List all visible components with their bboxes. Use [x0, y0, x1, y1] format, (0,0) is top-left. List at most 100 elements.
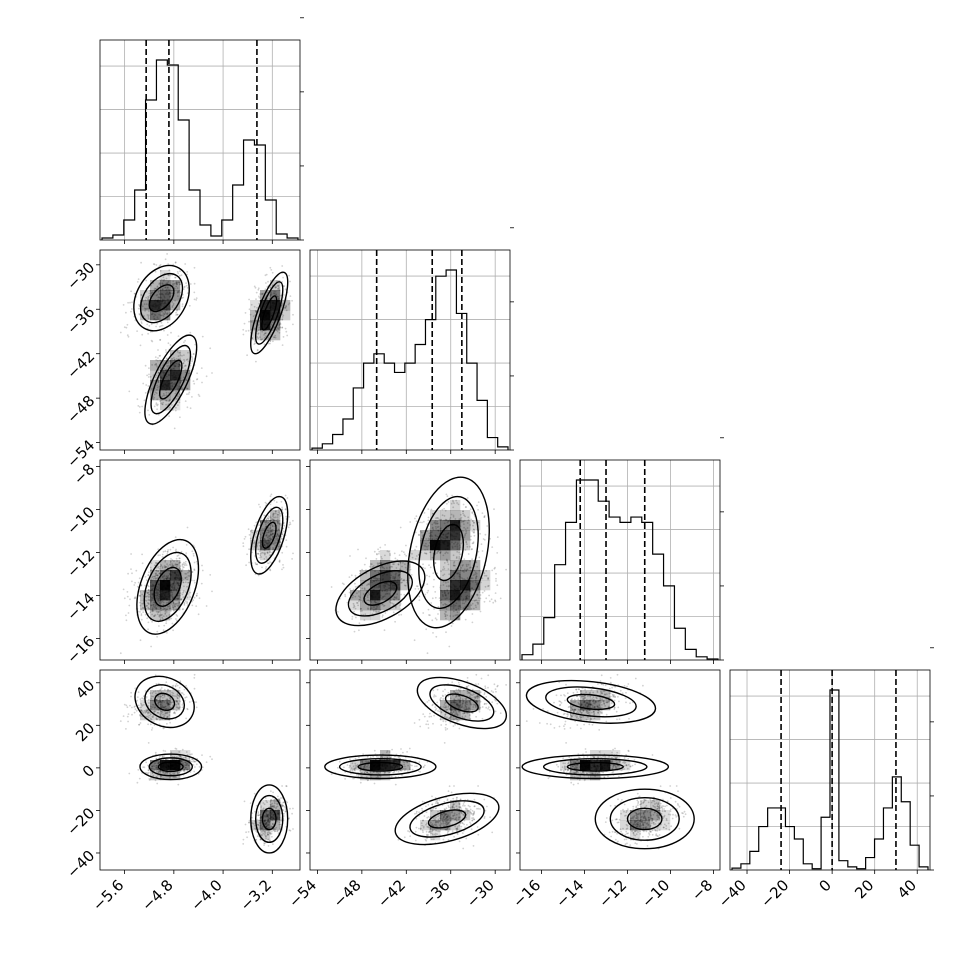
sample-point	[271, 321, 274, 324]
sample-point	[375, 611, 378, 613]
sample-point	[147, 621, 150, 624]
sample-point	[271, 535, 274, 538]
sample-point	[137, 278, 140, 281]
sample-point	[170, 382, 173, 384]
sample-point	[398, 589, 401, 591]
sample-point	[445, 631, 447, 634]
sample-point	[269, 551, 271, 553]
sample-point	[145, 307, 148, 310]
sample-point	[442, 595, 444, 597]
sample-point	[159, 602, 161, 605]
sample-point	[173, 764, 176, 766]
sample-point	[389, 553, 391, 555]
sample-point	[171, 583, 174, 586]
sample-point	[126, 323, 129, 326]
sample-point	[140, 614, 143, 617]
sample-point	[184, 696, 187, 699]
sample-point	[451, 538, 454, 541]
sample-point	[153, 289, 156, 291]
sample-point	[381, 590, 383, 592]
sample-point	[465, 540, 468, 543]
sample-point	[160, 582, 162, 584]
sample-point	[374, 578, 377, 580]
sample-point	[376, 598, 379, 601]
sample-point	[476, 504, 478, 507]
sample-point	[136, 699, 139, 702]
sample-point	[372, 593, 375, 596]
sample-point	[456, 526, 458, 529]
density-cell	[180, 350, 191, 361]
sample-point	[369, 580, 372, 583]
sample-point	[161, 756, 164, 758]
sample-point	[402, 561, 404, 564]
sample-point	[164, 712, 167, 715]
density-cell	[160, 690, 171, 701]
sample-point	[372, 610, 375, 612]
sample-point	[154, 591, 157, 594]
sample-point	[157, 372, 160, 374]
sample-point	[424, 567, 426, 570]
sample-point	[167, 578, 170, 580]
sample-point	[481, 577, 484, 580]
sample-point	[471, 587, 473, 590]
sample-point	[248, 320, 250, 323]
sample-point	[175, 597, 178, 600]
sample-point	[163, 313, 166, 316]
sample-point	[264, 819, 267, 821]
histogram-step	[731, 689, 929, 870]
sample-point	[267, 518, 270, 520]
sample-point	[409, 568, 412, 571]
sample-point	[465, 570, 468, 572]
sample-point	[483, 539, 486, 541]
sample-point	[260, 547, 263, 550]
sample-point	[259, 336, 261, 338]
sample-point	[150, 579, 153, 582]
sample-point	[454, 588, 456, 591]
sample-point	[484, 533, 487, 536]
sample-point	[186, 601, 189, 603]
sample-point	[160, 687, 163, 689]
sample-point	[164, 258, 167, 261]
sample-point	[147, 598, 150, 601]
sample-point	[166, 364, 169, 367]
sample-point	[478, 591, 481, 593]
sample-point	[391, 571, 393, 574]
sample-point	[179, 380, 182, 383]
sample-point	[269, 340, 272, 342]
sample-point	[444, 518, 447, 521]
sample-point	[265, 533, 268, 536]
sample-point	[451, 594, 453, 597]
sample-point	[173, 711, 176, 714]
sample-point	[172, 712, 175, 714]
density-cell	[450, 570, 461, 581]
sample-point	[182, 362, 185, 364]
sample-point	[456, 502, 458, 504]
density-cell	[450, 530, 461, 541]
sample-point	[167, 585, 170, 587]
sample-point	[194, 581, 196, 584]
sample-point	[175, 618, 177, 620]
sample-point	[179, 565, 182, 567]
sample-point	[447, 532, 450, 535]
sample-point	[152, 282, 155, 285]
sample-point	[146, 602, 149, 604]
sample-point	[148, 593, 150, 596]
sample-point	[257, 337, 260, 340]
density-cell	[270, 510, 281, 521]
sample-point	[134, 705, 137, 707]
sample-point	[445, 551, 448, 554]
sample-point	[181, 608, 184, 611]
sample-point	[186, 602, 188, 605]
sample-point	[152, 767, 154, 770]
sample-point	[358, 595, 360, 597]
sample-point	[150, 569, 152, 572]
sample-point	[164, 383, 167, 386]
sample-point	[152, 615, 155, 618]
sample-point	[151, 364, 154, 366]
sample-point	[267, 815, 269, 818]
sample-point	[267, 317, 269, 320]
sample-point	[159, 289, 161, 291]
sample-point	[252, 542, 255, 544]
sample-point	[278, 821, 281, 824]
sample-point	[371, 595, 374, 598]
